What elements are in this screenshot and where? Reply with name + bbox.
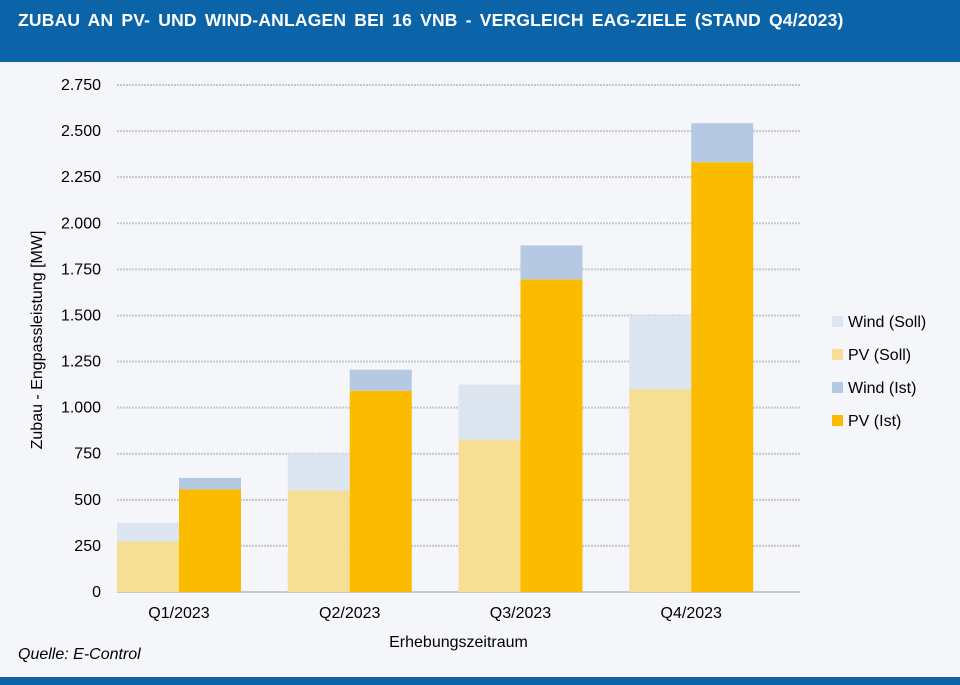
bar-pv-ist — [349, 390, 412, 592]
y-axis-label: Zubau - Engpassleistung [MW] — [29, 231, 46, 450]
bar-wind-ist — [520, 245, 583, 280]
legend-label: PV (Ist) — [848, 413, 901, 430]
bar-wind-soll — [629, 315, 692, 390]
x-tick-label: Q3/2023 — [490, 605, 551, 622]
bar-wind-ist — [179, 477, 241, 490]
bar-pv-ist — [520, 279, 583, 592]
legend-label: PV (Soll) — [848, 347, 911, 364]
chart-title: ZUBAU AN PV- UND WIND-ANLAGEN BEI 16 VNB… — [0, 0, 960, 62]
y-tick-label: 500 — [74, 492, 101, 509]
bar-wind-soll — [287, 453, 350, 491]
y-tick-label: 1.500 — [61, 307, 101, 324]
footer-band — [0, 677, 960, 685]
y-tick-label: 2.500 — [61, 123, 101, 140]
bar-pv-ist — [691, 162, 754, 593]
y-tick-label: 2.750 — [61, 77, 101, 94]
source-note: Quelle: E-Control — [18, 646, 141, 663]
x-axis-label: Erhebungszeitraum — [389, 634, 528, 651]
legend-swatch — [832, 349, 843, 360]
y-tick-label: 1.750 — [61, 261, 101, 278]
x-tick-label: Q1/2023 — [148, 605, 209, 622]
legend-label: Wind (Soll) — [848, 314, 926, 331]
y-tick-label: 2.000 — [61, 215, 101, 232]
legend-swatch — [832, 316, 843, 327]
legend-swatch — [832, 415, 843, 426]
bar-pv-soll — [287, 490, 350, 592]
bar-pv-soll — [117, 541, 179, 592]
y-tick-label: 250 — [74, 538, 101, 555]
x-tick-label: Q2/2023 — [319, 605, 380, 622]
y-tick-label: 0 — [92, 584, 101, 601]
y-tick-label: 2.250 — [61, 169, 101, 186]
bar-pv-soll — [629, 389, 692, 592]
y-tick-label: 750 — [74, 446, 101, 463]
legend-label: Wind (Ist) — [848, 380, 916, 397]
x-tick-label: Q4/2023 — [661, 605, 722, 622]
bar-wind-soll — [117, 522, 179, 542]
bar-wind-ist — [349, 369, 412, 391]
bar-pv-ist — [179, 489, 241, 592]
y-tick-label: 1.250 — [61, 354, 101, 371]
bar-wind-ist — [691, 123, 754, 163]
y-tick-label: 1.000 — [61, 400, 101, 417]
bar-pv-soll — [458, 439, 521, 592]
bar-wind-soll — [458, 384, 521, 440]
legend-swatch — [832, 382, 843, 393]
